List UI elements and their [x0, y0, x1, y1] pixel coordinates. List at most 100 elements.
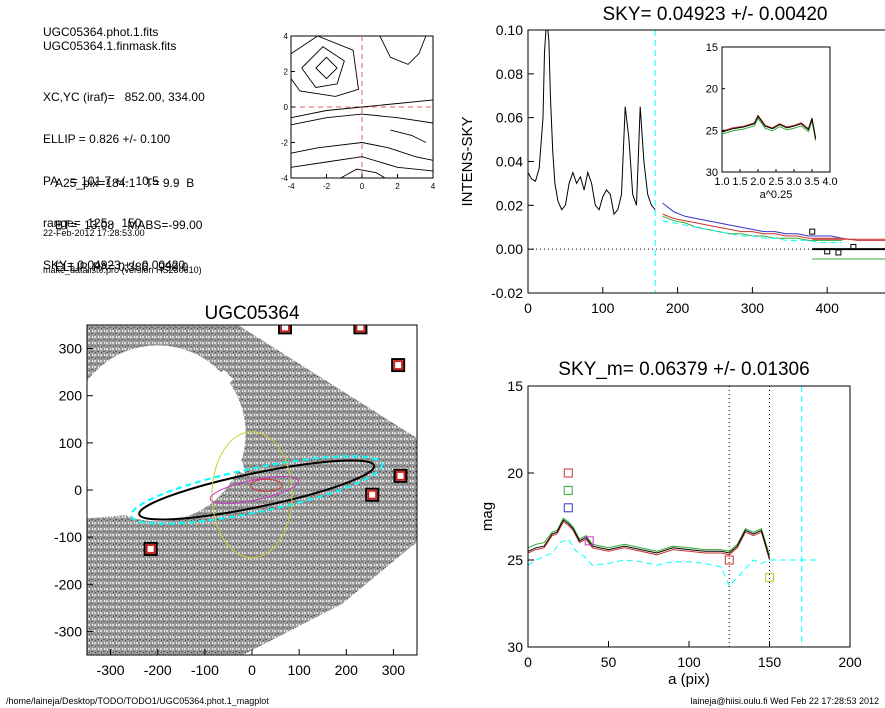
param-line: A25_pix=184.1 T= 9.9 B [55, 176, 195, 190]
galaxy-parameters: A25_pix=184.1 T= 9.9 B BT= 13.08 MABS=-9… [55, 148, 202, 288]
x-tick-label: 0 [360, 182, 365, 191]
y-tick-label: 0 [74, 482, 82, 498]
sky-series-line [662, 215, 843, 241]
contour-line [290, 156, 434, 172]
y-tick-label: -200 [54, 576, 82, 592]
core-ellipse-red [249, 478, 283, 492]
mag-marker [584, 536, 594, 546]
footer-user-date: laineja@hiisi.oulu.fi Wed Feb 22 17:28:5… [690, 696, 879, 706]
x-tick-label: 400 [816, 300, 840, 316]
x-tick-label: -200 [144, 662, 172, 678]
inset-x-tick-label: 2.5 [768, 176, 783, 188]
y-tick-label: 0.10 [496, 22, 523, 38]
inset-y-tick-label: 25 [706, 125, 718, 137]
mag-series-line [527, 519, 770, 559]
program-version: make_datalist0.pro (version HS230610) [43, 265, 202, 275]
mag-x-label: a (pix) [668, 671, 710, 688]
inset-x-tick-label: 3.5 [804, 176, 819, 188]
sky-series-group [528, 30, 885, 293]
y-tick-label: 20 [507, 465, 523, 481]
y-tick-label: 2 [284, 68, 289, 77]
mag-series-line [527, 517, 770, 555]
y-tick-label: -2 [281, 139, 289, 148]
y-tick-label: 300 [59, 341, 83, 357]
inset-x-label: a^0.25 [760, 189, 793, 201]
param-line: range= 125.- 150. [43, 216, 145, 230]
contour-plot: -4 -2 0 2 4 4 2 0 -2 -4 [281, 32, 436, 191]
y-tick-label: 0.06 [496, 110, 523, 126]
x-tick-label: -4 [287, 182, 295, 191]
timestamp: 22-Feb-2012 17:28:53.00 [43, 228, 145, 238]
y-tick-label: 30 [507, 639, 523, 655]
mag-marker [563, 485, 573, 495]
mag-marker [563, 468, 573, 478]
x-tick-label: 300 [382, 662, 406, 678]
contour-line [315, 56, 338, 80]
inset-frame [721, 46, 831, 173]
x-tick-label: 4 [431, 182, 436, 191]
galaxy-ellipse-black [138, 459, 376, 521]
y-tick-label: -4 [281, 174, 289, 183]
x-tick-label: 300 [741, 300, 765, 316]
object-marker-inner [145, 543, 156, 554]
x-tick-label: 200 [666, 300, 690, 316]
param-line: ELLIP = 0.826 +/- 0.100 [43, 132, 171, 146]
masked-corner [280, 541, 417, 655]
mag-marker [765, 572, 774, 582]
footer-path: /home/laineja/Desktop/TODO/TODO1/UGC0536… [6, 696, 269, 706]
x-tick-label: 0 [524, 654, 532, 670]
param-line: BT= 13.08 MABS=-99.00 [55, 218, 203, 232]
contour-line [390, 129, 427, 143]
masked-spike [167, 438, 245, 474]
inset-y-tick-label: 15 [706, 42, 718, 54]
y-tick-label: -300 [54, 623, 82, 639]
y-tick-label: -100 [54, 529, 82, 545]
contour-line [340, 168, 386, 179]
image-content [87, 325, 417, 655]
inset-series-line [721, 114, 817, 138]
y-tick-label: 100 [59, 435, 83, 451]
mag-series-line [527, 520, 770, 561]
y-tick-label: 4 [284, 32, 289, 41]
sky-sample-marker [850, 243, 857, 250]
object-marker [353, 325, 368, 335]
contour-line [301, 46, 345, 88]
magnitude-plot: SKY_m= 0.06379 +/- 0.01306 mag a (pix) 0 50 1… [479, 359, 862, 688]
contour-line [290, 113, 434, 126]
inset-x-tick-label: 4.0 [822, 176, 837, 188]
y-tick-label: 15 [507, 378, 523, 394]
inset-x-tick-label: 1.5 [732, 176, 747, 188]
contour-line [290, 99, 434, 119]
inset-x-tick-label: 1.0 [714, 176, 729, 188]
x-tick-label: 50 [601, 654, 617, 670]
x-tick-label: 2 [395, 182, 400, 191]
sky-series-line [662, 220, 843, 244]
x-tick-label: 150 [758, 654, 782, 670]
sky-sample-marker [809, 228, 816, 235]
param-line: SKY= 0.04923 +/- 0.00420 [43, 258, 186, 272]
sky-plot: SKY= 0.04923 +/- 0.00420 INTENS-SKY 0 100 20… [459, 4, 885, 316]
x-tick-label: 100 [677, 654, 701, 670]
galaxy-image-panel: UGC05364 -300 -200 -100 0 100 200 300 300 200 100 0… [54, 303, 418, 678]
run-info: 22-Feb-2012 17:28:53.00 make_datalist0.p… [43, 206, 202, 287]
object-marker-inner [395, 470, 406, 481]
sky-y-label: INTENS-SKY [459, 116, 476, 206]
y-tick-label: 25 [507, 552, 523, 568]
plot-frame [527, 29, 885, 294]
object-marker-inner [393, 360, 404, 371]
y-tick-label: 0.02 [496, 197, 523, 213]
file-name-line: UGC05364.phot.1.fits [43, 25, 159, 39]
y-tick-label: -0.02 [491, 285, 523, 301]
mag-y-label: mag [479, 502, 496, 531]
contour-line [379, 35, 427, 65]
inner-ellipse-magenta [209, 476, 299, 504]
y-tick-label: 0 [284, 103, 289, 112]
x-tick-label: 100 [287, 662, 311, 678]
x-tick-label: -300 [97, 662, 125, 678]
object-marker [278, 325, 292, 335]
y-tick-label: 0.00 [496, 241, 523, 257]
param-line: PA = 101.7 +/- 10.5 [43, 174, 159, 188]
object-marker-inner [367, 489, 378, 500]
sky-series-line [528, 30, 656, 216]
param-line: XC,YC (iraf)= 852.00, 334.00 [43, 90, 205, 104]
